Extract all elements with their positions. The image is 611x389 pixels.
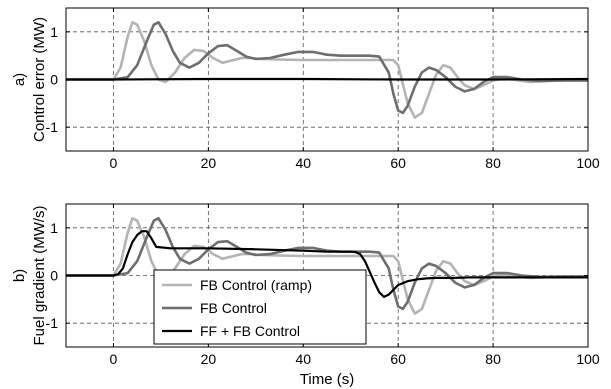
series-line-1	[66, 21, 588, 115]
panel-label: a)	[11, 73, 28, 86]
x-tick-label: 60	[390, 351, 406, 367]
y-tick-label: 1	[50, 220, 58, 236]
y-tick-label: 0	[50, 72, 58, 88]
x-tick-label: 100	[576, 155, 600, 171]
panel-label: b)	[11, 269, 28, 282]
x-tick-label: 0	[110, 155, 118, 171]
x-tick-label: 20	[201, 155, 217, 171]
x-tick-label: 80	[485, 351, 501, 367]
x-axis-label: Time (s)	[300, 371, 354, 388]
x-tick-label: 80	[485, 155, 501, 171]
legend-label-2: FF + FB Control	[200, 323, 300, 339]
x-tick-label: 40	[295, 155, 311, 171]
x-tick-label: 100	[576, 351, 600, 367]
y-tick-label: 1	[50, 24, 58, 40]
y-tick-label: 0	[50, 268, 58, 284]
x-tick-label: 20	[201, 351, 217, 367]
y-axis-label: Fuel gradient (MW/s)	[31, 205, 48, 345]
legend-label-1: FB Control	[200, 300, 267, 316]
y-tick-label: -1	[46, 119, 59, 135]
legend-label-0: FB Control (ramp)	[200, 277, 312, 293]
y-tick-label: -1	[46, 315, 59, 331]
y-axis-label: Control error (MW)	[31, 17, 48, 142]
x-tick-label: 60	[390, 155, 406, 171]
series-line-2	[66, 230, 588, 298]
legend: FB Control (ramp) FB Control FF + FB Contr…	[153, 269, 367, 345]
x-tick-label: 40	[295, 351, 311, 367]
x-tick-label: 0	[110, 351, 118, 367]
series-line-2	[66, 77, 589, 81]
